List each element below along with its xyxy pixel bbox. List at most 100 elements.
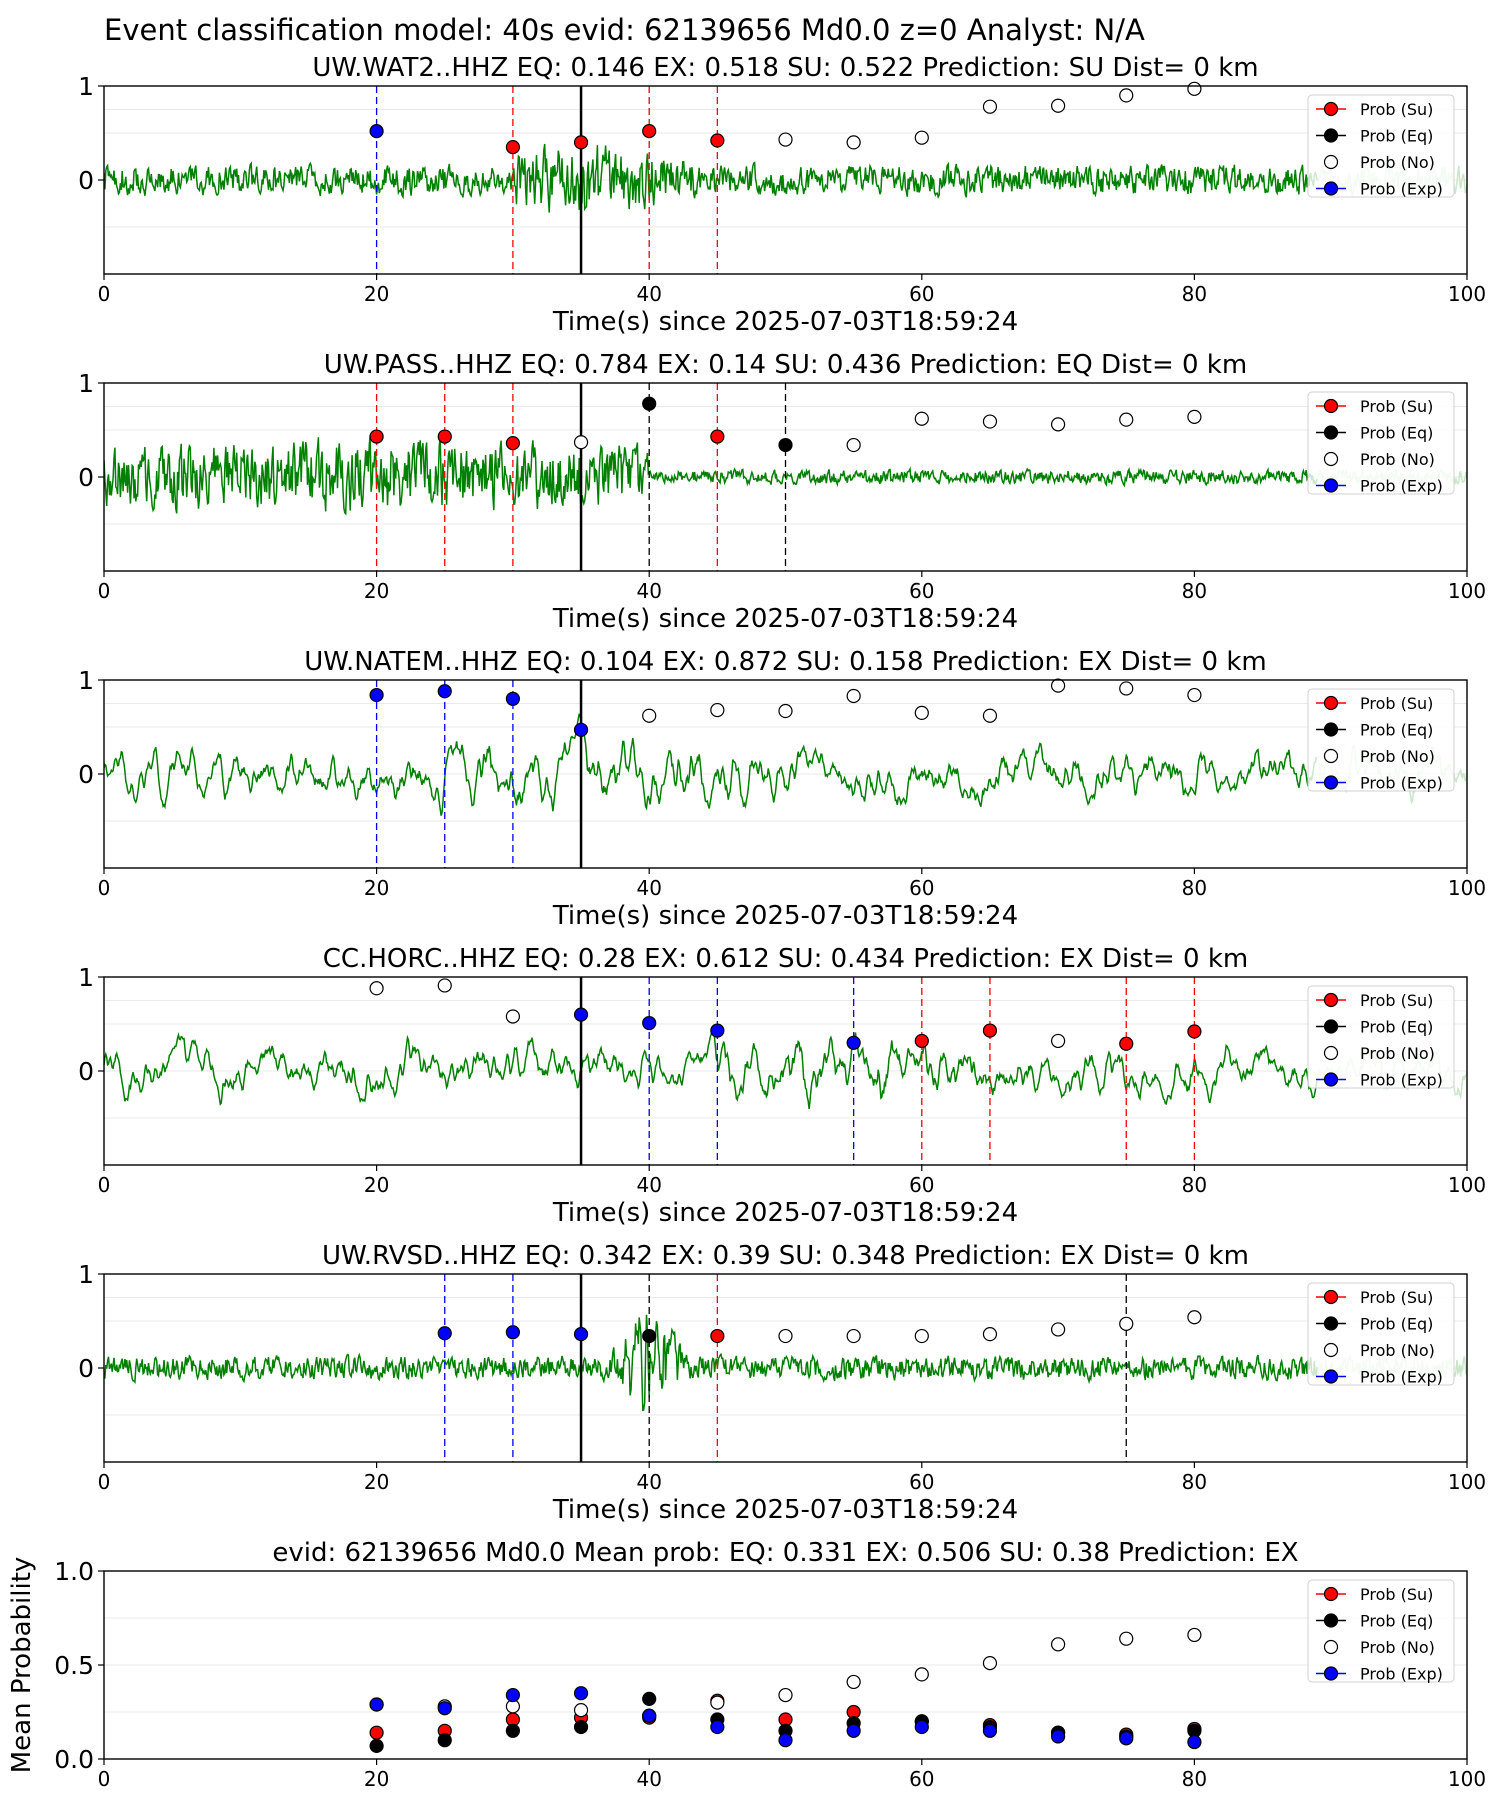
x-axis-label: Time(s) since 2025-07-03T18:59:24 [552,1198,1018,1228]
legend-label-su: Prob (Su) [1360,1288,1433,1307]
legend-label-su: Prob (Su) [1360,397,1433,416]
prob-marker-no [1119,412,1134,427]
mean-prob-marker-exp [573,1686,589,1701]
x-tick-label: 40 [636,579,661,603]
chart-panel-1: UW.WAT2..HHZ EQ: 0.146 EX: 0.518 SU: 0.5… [78,53,1486,337]
prob-marker-no [505,1009,521,1024]
prob-marker-no [1187,687,1202,703]
mean-prob-marker-no [914,1667,929,1682]
legend-box [1307,1579,1455,1683]
x-tick-label: 100 [1448,579,1486,603]
x-tick-label: 40 [636,282,661,306]
prob-marker-no [1187,409,1202,424]
legend-marker-eq [1323,1019,1339,1034]
mean-prob-marker-exp [642,1708,657,1723]
prob-marker-no [982,414,998,429]
x-tick-label: 100 [1448,282,1486,306]
legend-marker-no [1323,1045,1339,1061]
x-tick-label: 60 [909,876,934,900]
mean-prob-marker-exp [1050,1729,1066,1744]
y-tick-label: 0 [78,1057,94,1086]
prob-marker-exp [573,1327,589,1342]
mean-prob-marker-no [1119,1631,1134,1646]
legend-label-eq: Prob (Eq) [1360,721,1433,740]
x-tick-label: 80 [1182,1173,1207,1197]
legend-label-su: Prob (Su) [1360,694,1433,713]
mean-prob-marker-eq [642,1691,657,1706]
prob-marker-exp [437,1326,452,1341]
prob-marker-exp [642,1015,657,1031]
prob-marker-no [846,688,861,704]
y-tick-label: 1 [78,963,94,992]
mean-prob-marker-exp [1187,1734,1202,1750]
x-tick-label: 60 [909,1173,934,1197]
x-tick-label: 0 [98,1767,111,1791]
x-tick-label: 20 [364,876,389,900]
seismogram-trace [104,1031,1318,1109]
mean-prob-marker-exp [982,1723,998,1738]
mean-prob-marker-exp [710,1719,725,1735]
y-tick-label: 1 [78,369,94,398]
prob-marker-su [710,1328,725,1344]
prob-marker-su [505,140,521,155]
prob-marker-no [1050,1322,1066,1337]
legend: Prob (Su) Prob (Eq) Prob (No) Prob (Exp) [1307,688,1455,793]
legend-marker-no [1323,154,1339,170]
panel-title: evid: 62139656 Md0.0 Mean prob: EQ: 0.33… [272,1538,1298,1568]
legend-marker-no [1323,1639,1339,1655]
prob-marker-no [982,99,998,114]
prob-marker-no [778,132,793,147]
prob-marker-no [1119,681,1134,696]
prob-marker-su [1187,1024,1202,1039]
x-tick-label: 0 [98,282,111,306]
legend-marker-exp [1323,1072,1339,1087]
legend-marker-eq [1323,1316,1339,1331]
seismogram-trace [104,1314,1318,1412]
panel-title: UW.NATEM..HHZ EQ: 0.104 EX: 0.872 SU: 0.… [304,647,1266,677]
legend-marker-su [1323,101,1339,117]
prob-marker-su [642,124,657,139]
panel-title: CC.HORC..HHZ EQ: 0.28 EX: 0.612 SU: 0.43… [323,944,1248,974]
legend: Prob (Su) Prob (Eq) Prob (No) Prob (Exp) [1307,1579,1455,1684]
panel-title: UW.WAT2..HHZ EQ: 0.146 EX: 0.518 SU: 0.5… [312,53,1258,83]
prob-marker-exp [710,1023,725,1038]
mean-prob-marker-no [573,1703,589,1718]
legend-label-no: Prob (No) [1360,747,1435,766]
prob-marker-no [1119,1316,1134,1331]
y-tick-label: 0 [78,463,94,492]
y-tick-label: 0 [78,1354,94,1383]
x-tick-label: 80 [1182,1470,1207,1494]
prob-marker-no [846,437,861,453]
x-tick-label: 0 [98,1470,111,1494]
prob-marker-no [1119,88,1134,103]
mean-prob-marker-no [846,1674,861,1690]
legend-label-no: Prob (No) [1360,450,1435,469]
legend-marker-no [1323,451,1339,467]
prob-marker-no [846,135,861,150]
mean-prob-marker-exp [846,1723,861,1738]
legend: Prob (Su) Prob (Eq) Prob (No) Prob (Exp) [1307,391,1455,496]
x-tick-label: 80 [1182,876,1207,900]
chart-panel-4: CC.HORC..HHZ EQ: 0.28 EX: 0.612 SU: 0.43… [78,944,1486,1228]
x-tick-label: 100 [1448,1767,1486,1791]
x-tick-label: 20 [364,1470,389,1494]
prob-marker-no [1187,81,1202,96]
prob-marker-no [914,705,929,721]
mean-prob-marker-exp [437,1701,452,1716]
x-tick-label: 20 [364,282,389,306]
chart-panels: UW.WAT2..HHZ EQ: 0.146 EX: 0.518 SU: 0.5… [7,53,1486,1791]
legend-label-exp: Prob (Exp) [1360,477,1443,496]
legend-label-eq: Prob (Eq) [1360,1018,1433,1037]
x-axis-label: Time(s) since 2025-07-03T18:59:24 [552,901,1018,931]
legend-box [1307,985,1455,1089]
y-tick-label: 0 [78,166,94,195]
prob-marker-no [573,435,589,450]
mean-prob-marker-no [1050,1637,1066,1652]
legend-box [1307,688,1455,792]
prob-marker-no [1187,1310,1202,1325]
legend-marker-su [1323,992,1339,1008]
legend-label-exp: Prob (Exp) [1360,180,1443,199]
mean-prob-marker-exp [914,1719,929,1735]
